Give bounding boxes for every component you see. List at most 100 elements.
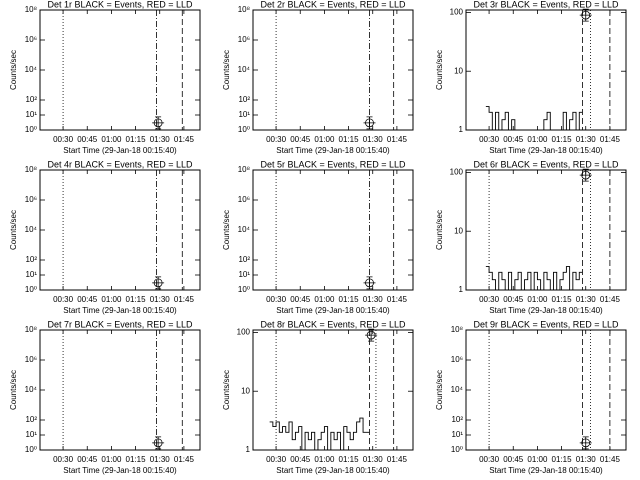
y-tick-label: 10⁸	[238, 5, 250, 14]
y-tick-label: 10⁴	[238, 225, 251, 234]
x-tick-label: 01:00	[314, 135, 335, 144]
x-tick-label: 01:45	[600, 295, 621, 304]
x-tick-label: 00:30	[266, 455, 287, 464]
y-axis-label: Counts/sec	[9, 210, 18, 250]
y-axis-label: Counts/sec	[222, 210, 231, 250]
y-axis-label: Counts/sec	[9, 50, 18, 90]
y-tick-label: 10⁸	[25, 5, 37, 14]
x-tick-label: 01:15	[339, 135, 360, 144]
x-tick-label: 00:30	[53, 295, 74, 304]
count-rate-line	[269, 417, 370, 451]
x-tick-label: 01:00	[527, 295, 548, 304]
x-tick-label: 01:15	[552, 295, 573, 304]
x-tick-label: 00:30	[479, 135, 500, 144]
chart-title: Det 7r BLACK = Events, RED = LLD	[47, 319, 193, 329]
x-tick-label: 01:00	[527, 135, 548, 144]
chart-title: Det 3r BLACK = Events, RED = LLD	[473, 0, 619, 9]
plot-frame	[465, 329, 627, 451]
y-tick-label: 10¹	[238, 270, 250, 279]
x-tick-label: 01:45	[174, 455, 195, 464]
y-tick-label: 10⁰	[25, 125, 37, 134]
y-tick-label: 10¹	[25, 110, 37, 119]
x-tick-label: 01:15	[552, 135, 573, 144]
y-tick-label: 10⁴	[25, 65, 38, 74]
flare-marker-bars	[579, 8, 592, 22]
y-tick-label: 100	[450, 8, 464, 17]
plot-frame	[39, 329, 201, 451]
x-tick-label: 00:30	[53, 135, 74, 144]
x-tick-label: 01:45	[174, 295, 195, 304]
plot-frame	[39, 169, 201, 291]
x-tick-label: 01:15	[339, 455, 360, 464]
x-tick-label: 01:45	[600, 135, 621, 144]
x-tick-label: 01:00	[101, 295, 122, 304]
y-tick-label: 10⁴	[451, 385, 464, 394]
y-tick-label: 10²	[238, 255, 250, 264]
x-tick-label: 00:30	[479, 455, 500, 464]
y-tick-label: 10⁰	[25, 285, 37, 294]
x-tick-label: 00:45	[503, 295, 524, 304]
x-tick-label: 01:45	[600, 455, 621, 464]
x-tick-label: 01:30	[363, 295, 384, 304]
y-tick-label: 10⁶	[25, 35, 37, 44]
x-axis-label: Start Time (29-Jan-18 00:15:40)	[489, 146, 603, 155]
x-tick-label: 00:30	[53, 455, 74, 464]
y-tick-label: 10	[454, 226, 463, 235]
x-tick-label: 01:15	[552, 455, 573, 464]
y-tick-label: 10⁸	[451, 325, 463, 334]
x-tick-label: 01:30	[150, 455, 171, 464]
y-axis-label: Counts/sec	[435, 210, 444, 250]
y-tick-label: 10⁸	[25, 165, 37, 174]
plot-frame	[465, 9, 627, 131]
y-tick-label: 10²	[25, 255, 37, 264]
x-tick-label: 01:30	[150, 295, 171, 304]
x-tick-label: 00:45	[290, 135, 311, 144]
x-tick-label: 01:45	[387, 455, 408, 464]
y-tick-label: 10⁶	[25, 355, 37, 364]
y-tick-label: 100	[237, 328, 251, 337]
x-tick-label: 01:30	[576, 295, 597, 304]
y-axis-label: Counts/sec	[9, 370, 18, 410]
x-tick-label: 00:30	[479, 295, 500, 304]
flare-marker-bars	[579, 436, 592, 450]
x-tick-label: 01:30	[363, 135, 384, 144]
plot-frame	[39, 9, 201, 131]
x-axis-label: Start Time (29-Jan-18 00:15:40)	[276, 146, 390, 155]
y-tick-label: 10⁶	[238, 35, 250, 44]
y-tick-label: 10²	[25, 415, 37, 424]
x-tick-label: 01:45	[174, 135, 195, 144]
y-tick-label: 10⁶	[451, 355, 463, 364]
y-tick-label: 10¹	[25, 430, 37, 439]
y-tick-label: 1	[459, 285, 464, 294]
x-tick-label: 01:00	[101, 135, 122, 144]
y-tick-label: 10¹	[451, 430, 463, 439]
x-tick-label: 00:45	[503, 135, 524, 144]
count-rate-line	[485, 266, 583, 291]
x-tick-label: 01:00	[314, 295, 335, 304]
x-tick-label: 00:45	[290, 295, 311, 304]
y-tick-label: 100	[450, 168, 464, 177]
x-tick-label: 01:15	[126, 135, 147, 144]
y-tick-label: 10⁰	[451, 445, 463, 454]
chart-title: Det 8r BLACK = Events, RED = LLD	[260, 319, 406, 329]
x-axis-label: Start Time (29-Jan-18 00:15:40)	[63, 466, 177, 475]
x-tick-label: 00:45	[77, 455, 98, 464]
y-tick-label: 10⁶	[25, 195, 37, 204]
x-tick-label: 00:45	[77, 295, 98, 304]
x-axis-label: Start Time (29-Jan-18 00:15:40)	[63, 306, 177, 315]
x-tick-label: 01:45	[387, 295, 408, 304]
x-tick-label: 01:15	[126, 455, 147, 464]
flare-marker-bars	[579, 168, 592, 182]
y-tick-label: 10²	[451, 415, 463, 424]
y-axis-label: Counts/sec	[222, 370, 231, 410]
x-axis-label: Start Time (29-Jan-18 00:15:40)	[489, 306, 603, 315]
y-tick-label: 10¹	[238, 110, 250, 119]
x-tick-label: 01:00	[101, 455, 122, 464]
y-tick-label: 10	[241, 386, 250, 395]
y-tick-label: 10¹	[25, 270, 37, 279]
flare-marker-bars	[152, 276, 165, 290]
y-tick-label: 10⁰	[238, 285, 250, 294]
x-tick-label: 00:30	[266, 135, 287, 144]
